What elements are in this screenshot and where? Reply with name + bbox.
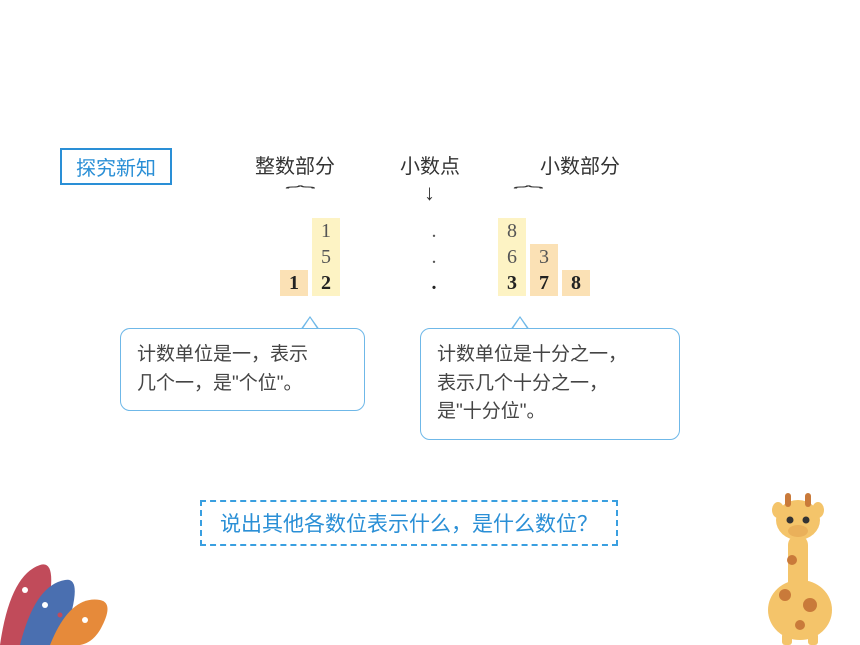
dot: . — [420, 218, 448, 244]
digit: 8 — [498, 218, 526, 244]
dot: . — [420, 270, 448, 296]
digit — [562, 244, 590, 270]
speech-right: 计数单位是十分之一， 表示几个十分之一， 是"十分位"。 — [420, 328, 680, 440]
section-badge: 探究新知 — [60, 148, 172, 185]
speech-line: 表示几个十分之一， — [437, 370, 663, 399]
digit — [530, 218, 558, 244]
question-box: 说出其他各数位表示什么，是什么数位？ — [200, 500, 618, 546]
giraffe-decoration — [730, 475, 850, 645]
speech-left: 计数单位是一，表示 几个一，是"个位"。 — [120, 328, 365, 411]
digit: 1 — [312, 218, 340, 244]
plant-decoration — [0, 515, 150, 645]
speech-line: 计数单位是一，表示 — [137, 341, 348, 370]
header-point: 小数点 — [400, 150, 460, 179]
brace-decimal: ⏞ — [513, 186, 543, 202]
col-dec-tenths: 8 6 3 — [498, 218, 526, 296]
col-dec-hund: 3 7 — [530, 218, 558, 296]
digit: 3 — [498, 270, 526, 296]
arrow-down-icon: ↓ — [424, 180, 435, 206]
speech-line: 计数单位是十分之一， — [437, 341, 663, 370]
digit: 3 — [530, 244, 558, 270]
digit: 2 — [312, 270, 340, 296]
digit — [280, 218, 308, 244]
speech-line: 是"十分位"。 — [437, 398, 663, 427]
col-dec-thou: 8 — [562, 218, 590, 296]
brace-integer: ⏞ — [285, 186, 315, 202]
col-int-tens: 1 — [280, 218, 308, 296]
col-point: . . . — [420, 218, 448, 296]
col-int-ones: 1 5 2 — [312, 218, 340, 296]
digit: 7 — [530, 270, 558, 296]
dot: . — [420, 244, 448, 270]
digit: 8 — [562, 270, 590, 296]
digit — [562, 218, 590, 244]
header-integer: 整数部分 — [255, 150, 335, 179]
header-decimal: 小数部分 — [540, 150, 620, 179]
digit: 1 — [280, 270, 308, 296]
digit: 6 — [498, 244, 526, 270]
speech-line: 几个一，是"个位"。 — [137, 370, 348, 399]
digit — [280, 244, 308, 270]
digit: 5 — [312, 244, 340, 270]
